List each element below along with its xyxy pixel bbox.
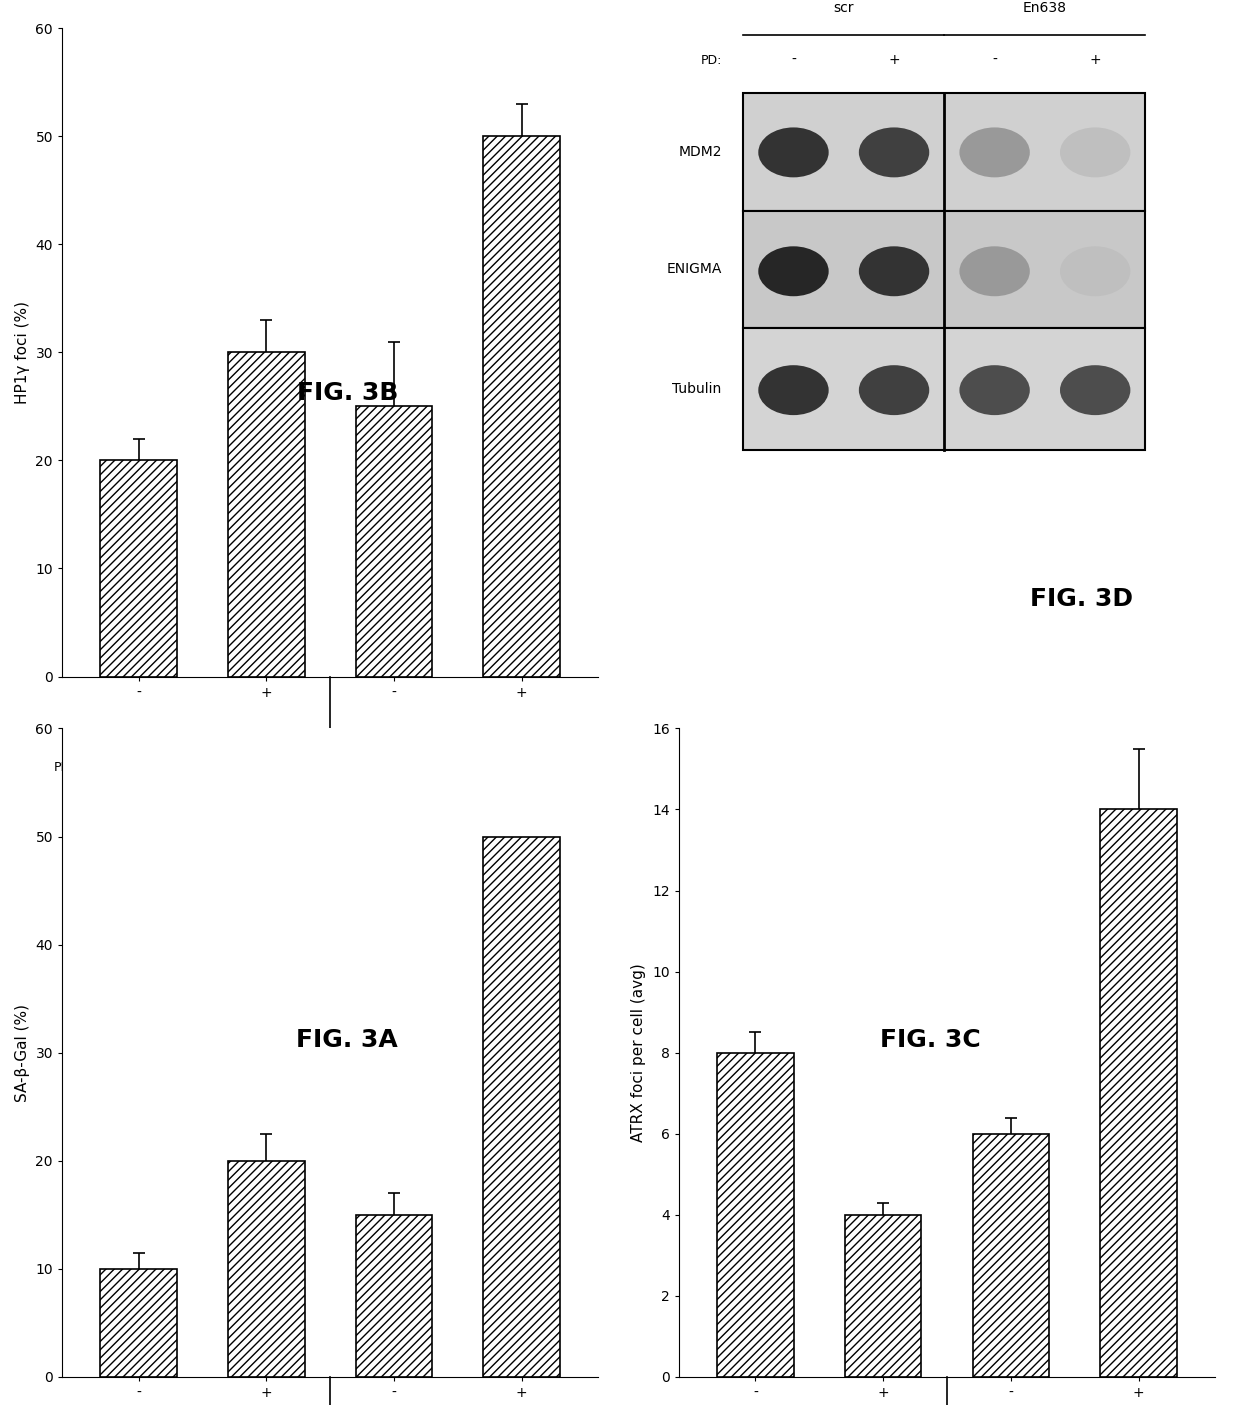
Text: scr: scr (833, 1, 854, 15)
Bar (1100, 809, 1177, 1377)
Text: En638: En638 (434, 846, 482, 860)
Bar (717, 1052, 794, 1377)
Text: +: + (1090, 53, 1101, 67)
FancyBboxPatch shape (743, 93, 1146, 211)
Ellipse shape (960, 128, 1029, 177)
Ellipse shape (859, 365, 929, 414)
Ellipse shape (759, 365, 828, 414)
Text: Tubulin: Tubulin (672, 382, 722, 396)
Text: MDM2: MDM2 (678, 145, 722, 159)
Text: -: - (992, 53, 997, 67)
Ellipse shape (859, 246, 929, 296)
Text: -: - (791, 53, 796, 67)
Ellipse shape (1060, 246, 1131, 296)
Ellipse shape (759, 128, 828, 177)
Bar (228, 1161, 305, 1377)
Bar (356, 1215, 433, 1377)
Ellipse shape (1060, 128, 1131, 177)
Text: +: + (888, 53, 900, 67)
Text: PD:: PD: (53, 762, 74, 774)
Text: FIG. 3A: FIG. 3A (296, 1027, 398, 1052)
Bar (228, 353, 305, 677)
Ellipse shape (1060, 365, 1131, 414)
Text: FIG. 3C: FIG. 3C (879, 1027, 981, 1052)
Bar (484, 136, 560, 677)
Ellipse shape (859, 128, 929, 177)
FancyBboxPatch shape (743, 211, 1146, 329)
Ellipse shape (759, 246, 828, 296)
Text: FIG. 3D: FIG. 3D (1029, 587, 1132, 611)
Text: PD:: PD: (701, 53, 722, 67)
FancyBboxPatch shape (743, 329, 1146, 450)
Bar (484, 836, 560, 1377)
Y-axis label: SA-β-Gal (%): SA-β-Gal (%) (15, 1003, 30, 1102)
Text: En638: En638 (1023, 1, 1066, 15)
Bar (356, 406, 433, 677)
Bar (100, 1269, 177, 1377)
Text: FIG. 3B: FIG. 3B (296, 381, 398, 406)
Y-axis label: ATRX foci per cell (avg): ATRX foci per cell (avg) (631, 964, 646, 1142)
Bar (100, 461, 177, 677)
Ellipse shape (960, 246, 1029, 296)
Bar (972, 1134, 1049, 1377)
Text: scr: scr (191, 846, 215, 860)
Ellipse shape (960, 365, 1029, 414)
Text: ENIGMA: ENIGMA (666, 263, 722, 277)
Bar (844, 1215, 921, 1377)
Y-axis label: HP1γ foci (%): HP1γ foci (%) (15, 301, 30, 403)
